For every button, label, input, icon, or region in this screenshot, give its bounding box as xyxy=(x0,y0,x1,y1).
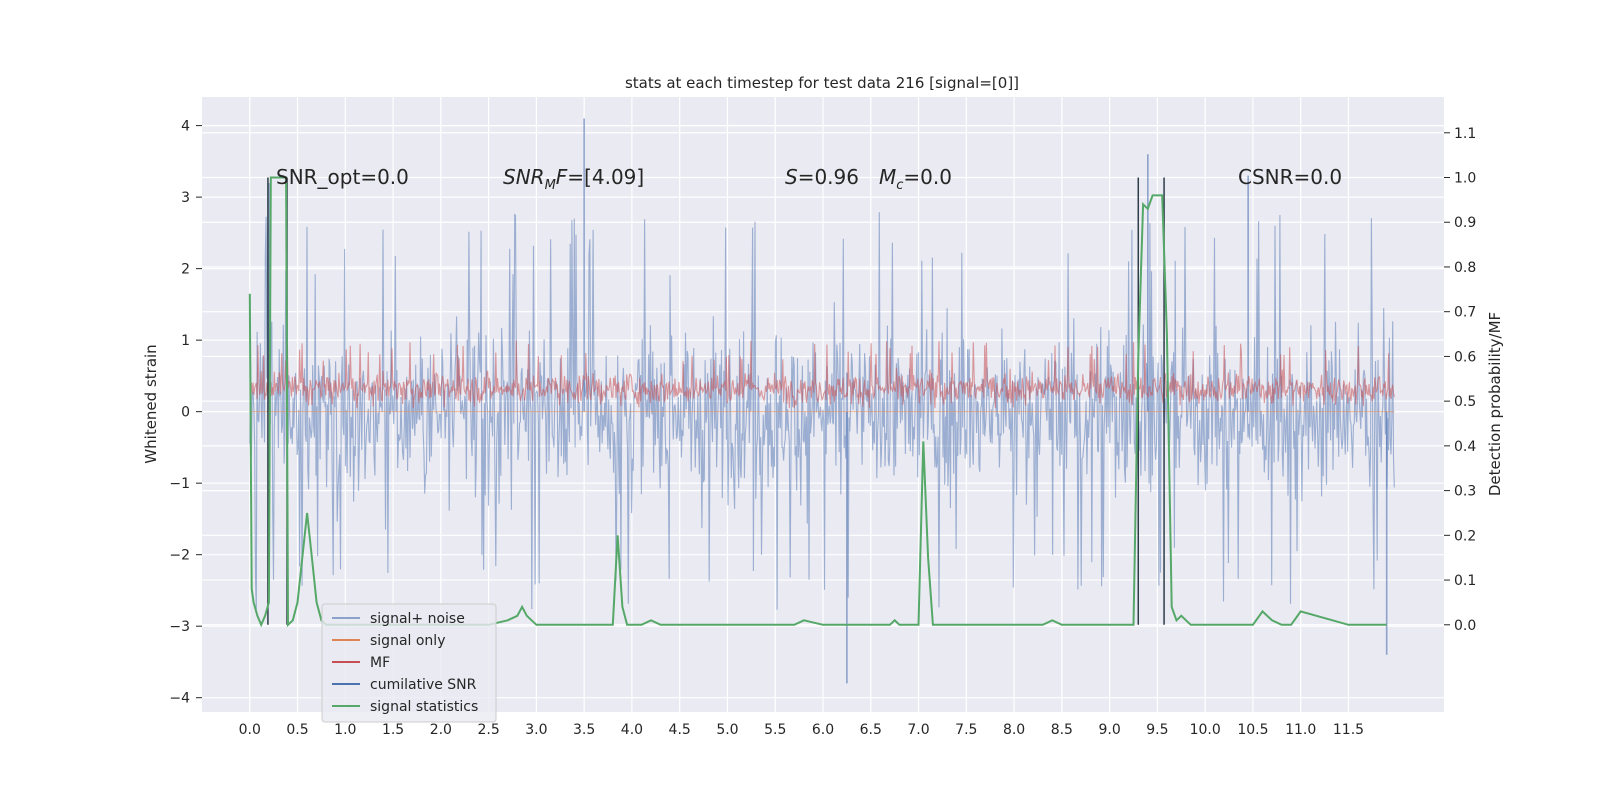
x-tick-label: 2.5 xyxy=(477,722,499,738)
annotation-csnr: CSNR=0.0 xyxy=(1238,165,1342,189)
x-tick-label: 10.0 xyxy=(1190,722,1221,738)
x-tick-label: 5.0 xyxy=(716,722,738,738)
series-trace xyxy=(249,212,1395,610)
y-tick-label: 2 xyxy=(181,262,190,278)
annotation-s-val: =0.96 xyxy=(798,165,859,189)
legend-label: signal statistics xyxy=(370,699,478,715)
x-tick-label: 0.5 xyxy=(286,722,308,738)
x-ticks: 0.0 0.5 1.0 1.5 2.0 2.5 3.0 3.5 4.0 4.5 5.0 5.5 6.0 6… xyxy=(239,722,1364,738)
series-signal-noise xyxy=(249,118,1395,684)
y-right-tick-label: 0.2 xyxy=(1454,528,1476,544)
y-tick-label: 1 xyxy=(181,333,190,349)
legend: signal+ noise signal only MF cumilative SNR… xyxy=(321,603,497,723)
x-tick-label: 6.5 xyxy=(860,722,882,738)
annotation-mc-sym: M xyxy=(879,165,896,189)
annotation-snr-opt: SNR_opt=0.0 xyxy=(276,165,409,189)
x-tick-label: 9.0 xyxy=(1098,722,1120,738)
y-ticks-left: 4 3 2 1 0 −1 −2 −3 −4 xyxy=(169,119,202,707)
y-right-tick-label: 0.9 xyxy=(1454,215,1476,231)
x-tick-label: 8.5 xyxy=(1051,722,1073,738)
y-right-tick-label: 0.6 xyxy=(1454,349,1476,365)
x-tick-label: 11.5 xyxy=(1333,722,1364,738)
y-right-tick-label: 0.1 xyxy=(1454,573,1476,589)
y-right-tick-label: 1.1 xyxy=(1454,126,1476,142)
y-ticks-right: 1.1 1.0 0.9 0.8 0.7 0.6 0.5 0.4 0.3 0.2 0.1 0.0 xyxy=(1444,126,1476,634)
series-mf xyxy=(249,340,1395,409)
x-tick-label: 9.5 xyxy=(1146,722,1168,738)
y-right-tick-label: 0.3 xyxy=(1454,484,1476,500)
y-right-tick-label: 0.8 xyxy=(1454,260,1476,276)
annotation-snr-mf-sub: M xyxy=(545,178,556,193)
x-tick-label: 7.5 xyxy=(955,722,977,738)
y-axis-label-right: Detection probability/MF xyxy=(1486,312,1504,496)
annotation-mc-val: =0.0 xyxy=(903,165,952,189)
y-tick-label: −4 xyxy=(169,691,190,707)
legend-label: MF xyxy=(370,655,390,671)
annotation-s: S=0.96 xyxy=(785,165,859,189)
x-tick-label: 11.0 xyxy=(1285,722,1316,738)
annotation-mc-sub: c xyxy=(896,178,903,193)
annotation-s-sym: S xyxy=(785,165,798,189)
legend-box xyxy=(321,603,497,723)
annotation-snr-mf-val: =[4.09] xyxy=(567,165,644,189)
y-tick-label: −2 xyxy=(169,548,190,564)
legend-label: cumilative SNR xyxy=(370,677,477,693)
annotation-snr-mf-b: F xyxy=(556,165,568,189)
y-tick-label: 4 xyxy=(181,119,190,135)
grid-y xyxy=(202,125,1444,699)
x-tick-label: 8.0 xyxy=(1003,722,1025,738)
legend-label: signal only xyxy=(370,633,445,649)
x-tick-label: 4.5 xyxy=(669,722,691,738)
y-tick-label: 3 xyxy=(181,190,190,206)
x-tick-label: 1.5 xyxy=(382,722,404,738)
y-right-tick-label: 1.0 xyxy=(1454,171,1476,187)
legend-label: signal+ noise xyxy=(370,611,465,627)
y-right-tick-label: 0.5 xyxy=(1454,394,1476,410)
y-right-tick-label: 0.0 xyxy=(1454,618,1476,634)
x-tick-label: 3.0 xyxy=(525,722,547,738)
x-tick-label: 0.0 xyxy=(239,722,261,738)
x-tick-label: 6.0 xyxy=(812,722,834,738)
signal-statistics-line xyxy=(248,176,1387,628)
series-trace xyxy=(249,340,1395,409)
y-tick-label: −3 xyxy=(169,619,190,635)
x-tick-label: 3.5 xyxy=(573,722,595,738)
x-tick-label: 1.0 xyxy=(334,722,356,738)
y-right-tick-label: 0.4 xyxy=(1454,439,1476,455)
y-right-tick-label: 0.7 xyxy=(1454,305,1476,321)
series-signal-statistics xyxy=(248,176,1387,628)
x-tick-label: 2.0 xyxy=(430,722,452,738)
y-tick-label: 0 xyxy=(181,405,190,421)
chart-title: stats at each timestep for test data 216… xyxy=(625,74,1019,92)
x-tick-label: 4.0 xyxy=(621,722,643,738)
y-axis-label-left: Whitened strain xyxy=(142,344,160,463)
annotation-snr-mf-a: SNR xyxy=(503,165,545,189)
x-tick-label: 10.5 xyxy=(1237,722,1268,738)
annotation-snr-mf: SNRMF=[4.09] xyxy=(503,165,644,193)
x-tick-label: 7.0 xyxy=(907,722,929,738)
x-tick-label: 5.5 xyxy=(764,722,786,738)
y-tick-label: −1 xyxy=(169,476,190,492)
annotation-mc: Mc=0.0 xyxy=(879,165,952,193)
